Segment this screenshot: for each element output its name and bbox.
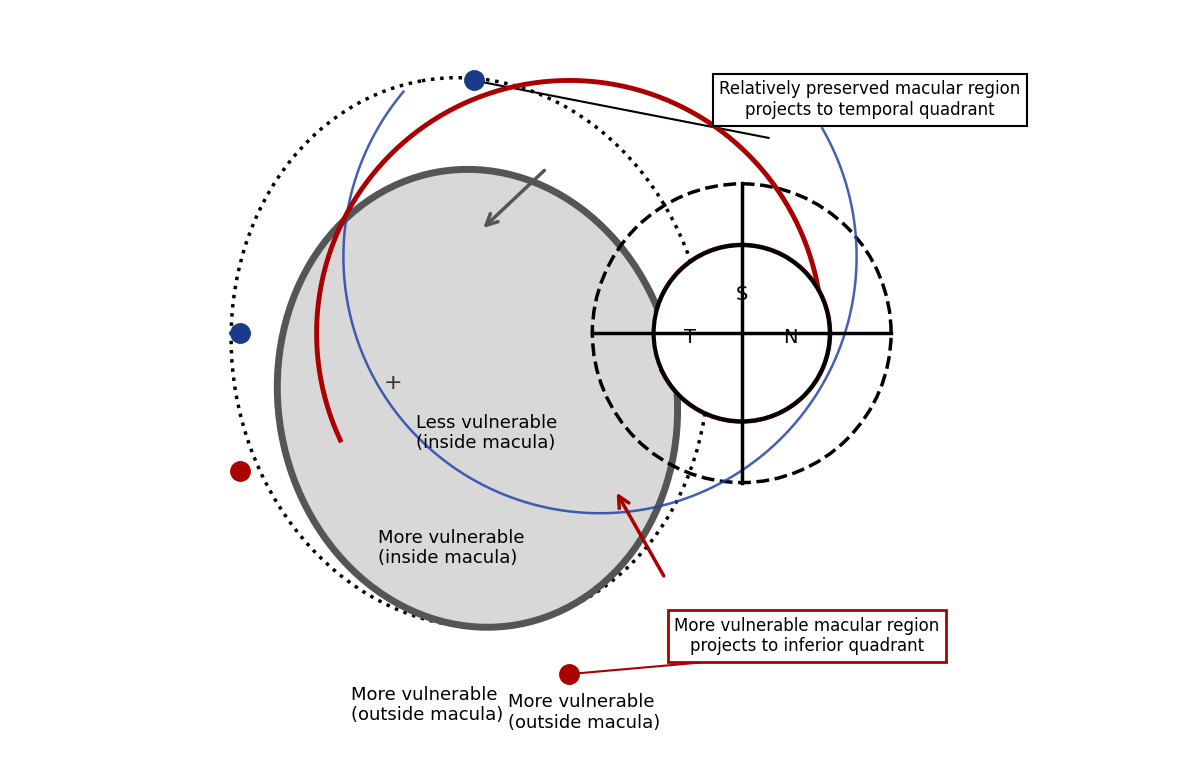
Text: More vulnerable
(outside macula): More vulnerable (outside macula)	[508, 693, 660, 732]
Circle shape	[654, 245, 830, 421]
Text: I: I	[739, 372, 744, 390]
Text: T: T	[684, 328, 696, 346]
Text: S: S	[736, 286, 748, 304]
Text: Relatively preserved macular region
projects to temporal quadrant: Relatively preserved macular region proj…	[719, 80, 1021, 119]
Text: +: +	[384, 373, 402, 393]
Text: More vulnerable macular region
projects to inferior quadrant: More vulnerable macular region projects …	[674, 617, 940, 656]
Text: More vulnerable
(outside macula): More vulnerable (outside macula)	[352, 686, 503, 725]
Text: More vulnerable
(inside macula): More vulnerable (inside macula)	[378, 529, 524, 568]
Text: Less vulnerable
(inside macula): Less vulnerable (inside macula)	[416, 414, 558, 453]
Text: N: N	[782, 328, 797, 346]
Ellipse shape	[277, 169, 678, 627]
